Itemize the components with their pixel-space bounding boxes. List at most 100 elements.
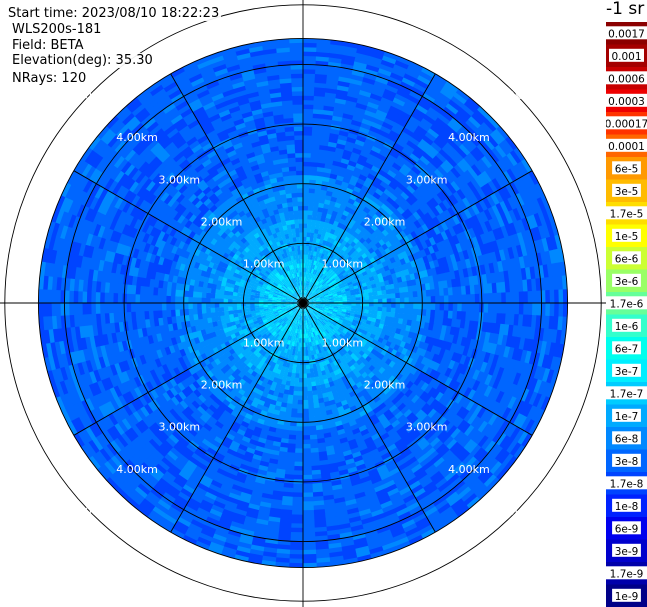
heatmap-cell (279, 446, 288, 453)
heatmap-cell (352, 147, 363, 155)
heatmap-cell (320, 305, 326, 308)
heatmap-cell (314, 255, 319, 262)
heatmap-cell (373, 306, 379, 312)
heatmap-cell (302, 377, 308, 383)
heatmap-cell (288, 430, 297, 436)
heatmap-cell (191, 469, 204, 480)
heatmap-cell (311, 298, 317, 301)
heatmap-cell (428, 513, 443, 526)
heatmap-cell (306, 333, 309, 339)
heatmap-cell (390, 212, 399, 221)
heatmap-cell (318, 272, 323, 278)
heatmap-cell (303, 179, 310, 185)
heatmap-cell (312, 113, 324, 119)
heatmap-cell (136, 482, 151, 496)
heatmap-cell (223, 541, 238, 551)
heatmap-cell (312, 108, 324, 115)
heatmap-cell (314, 82, 327, 89)
heatmap-cell (322, 312, 328, 316)
heatmap-cell (544, 341, 552, 357)
heatmap-cell (283, 318, 289, 323)
heatmap-cell (350, 423, 359, 432)
heatmap-cell (495, 202, 506, 216)
heatmap-cell (321, 274, 326, 280)
heatmap-cell (245, 446, 256, 455)
heatmap-cell (483, 363, 493, 375)
heatmap-cell (382, 545, 398, 555)
heatmap-cell (355, 297, 361, 301)
heatmap-cell (403, 452, 415, 463)
heatmap-cell (435, 295, 441, 304)
heatmap-cell (337, 272, 343, 278)
heatmap-cell (346, 415, 356, 423)
heatmap-cell (311, 482, 323, 489)
heatmap-cell (277, 324, 283, 330)
heatmap-cell (305, 271, 308, 277)
heatmap-cell (310, 372, 315, 379)
heatmap-cell (315, 219, 321, 226)
heatmap-cell (441, 466, 454, 479)
heatmap-cell (303, 38, 318, 44)
heatmap-cell (384, 439, 395, 449)
heatmap-cell (449, 193, 460, 205)
heatmap-cell (388, 76, 403, 86)
heatmap-cell (414, 145, 426, 156)
heatmap-cell (319, 294, 325, 298)
heatmap-cell (516, 373, 526, 388)
heatmap-cell (387, 109, 400, 119)
heatmap-cell (364, 292, 370, 297)
heatmap-cell (342, 307, 348, 311)
heatmap-cell (504, 313, 511, 326)
heatmap-cell (408, 291, 414, 298)
heatmap-cell (550, 370, 559, 386)
heatmap-cell (315, 385, 322, 391)
heatmap-cell (406, 501, 421, 512)
heatmap-cell (396, 154, 408, 165)
heatmap-cell (292, 399, 298, 405)
heatmap-cell (292, 346, 297, 352)
heatmap-cell (397, 281, 404, 289)
heatmap-cell (118, 483, 132, 497)
heatmap-cell (365, 385, 373, 393)
heatmap-cell (456, 128, 470, 142)
heatmap-cell (311, 312, 316, 318)
heatmap-cell (417, 400, 427, 410)
heatmap-cell (375, 210, 384, 218)
heatmap-cell (341, 278, 347, 284)
heatmap-cell (309, 430, 317, 436)
heatmap-cell (309, 232, 315, 238)
heatmap-cell (323, 167, 332, 174)
heatmap-cell (324, 265, 330, 271)
heatmap-cell (304, 262, 308, 268)
heatmap-cell (178, 437, 190, 448)
heatmap-cell (310, 307, 315, 312)
heatmap-cell (355, 463, 367, 472)
heatmap-cell (398, 375, 407, 385)
heatmap-cell (294, 373, 300, 379)
heatmap-cell (531, 315, 537, 329)
heatmap-cell (187, 403, 197, 413)
heatmap-cell (250, 415, 259, 423)
heatmap-cell (275, 382, 282, 389)
heatmap-cell (523, 303, 529, 316)
heatmap-cell (290, 412, 298, 418)
heatmap-cell (516, 244, 524, 258)
heatmap-cell (546, 369, 555, 385)
heatmap-cell (480, 408, 491, 422)
heatmap-cell (507, 246, 515, 260)
heatmap-cell (316, 433, 325, 440)
heatmap-cell (403, 143, 416, 154)
heatmap-cell (384, 512, 399, 522)
heatmap-cell (484, 152, 497, 167)
heatmap-cell (160, 473, 174, 486)
heatmap-cell (475, 212, 485, 225)
heatmap-cell (317, 266, 322, 272)
heatmap-cell (432, 155, 445, 167)
heatmap-cell (486, 134, 500, 149)
heatmap-cell (357, 504, 370, 513)
heatmap-cell (282, 487, 294, 493)
heatmap-cell (471, 131, 485, 145)
heatmap-cell (558, 303, 564, 318)
heatmap-cell (322, 490, 334, 497)
heatmap-cell (370, 206, 379, 215)
